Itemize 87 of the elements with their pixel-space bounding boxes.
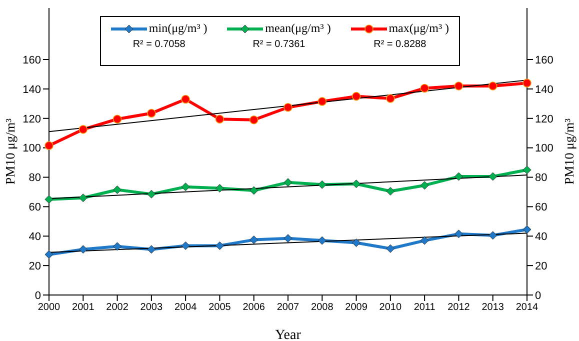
point — [78, 194, 88, 202]
annotation: R² = 0.7361 — [252, 39, 306, 50]
y2-tick-label: 100 — [535, 142, 554, 155]
point — [181, 241, 190, 250]
y2-axis-title: PM10 μg/m³ — [562, 118, 577, 185]
annotation: R² = 0.7058 — [132, 39, 186, 50]
x-tick-label: 2012 — [448, 302, 470, 314]
point — [522, 78, 532, 88]
point — [44, 195, 54, 204]
y2-tick-label: 140 — [535, 84, 554, 96]
point — [112, 114, 122, 124]
y-tick-label: 140 — [22, 84, 41, 96]
point — [284, 234, 292, 243]
x-tick-label: 2001 — [72, 302, 95, 314]
y-tick-label: 40 — [28, 231, 41, 244]
point — [147, 190, 156, 198]
x-tick-label: 2007 — [276, 302, 300, 314]
y2-tick-label: 0 — [535, 290, 542, 302]
y-tick-label: 80 — [28, 172, 41, 184]
x-tick-label: 2006 — [242, 302, 266, 314]
y-tick-label: 20 — [28, 260, 41, 272]
point — [420, 84, 429, 93]
point — [318, 236, 326, 245]
point — [147, 245, 156, 254]
x-axis-title: Year — [275, 328, 302, 341]
y-tick-label: 60 — [28, 202, 41, 214]
point — [352, 92, 361, 101]
point — [78, 245, 88, 254]
x-tick-label: 2010 — [379, 302, 402, 314]
x-tick-label: 2000 — [38, 302, 61, 314]
point — [318, 97, 327, 106]
y2-tick-label: 40 — [535, 231, 548, 244]
y2-tick-label: 160 — [535, 54, 554, 66]
point — [454, 82, 464, 90]
point — [488, 172, 498, 181]
point — [284, 102, 292, 112]
point — [44, 250, 54, 259]
point — [250, 236, 258, 244]
point — [522, 225, 532, 234]
point — [352, 180, 361, 188]
point — [284, 178, 292, 187]
point — [181, 182, 190, 192]
point — [488, 231, 498, 240]
point — [454, 230, 463, 238]
x-tick-label: 2002 — [106, 302, 129, 314]
point — [488, 82, 498, 90]
point — [352, 238, 361, 247]
y2-tick-label: 20 — [535, 260, 548, 272]
point — [215, 184, 224, 193]
x-tick-label: 2005 — [208, 302, 232, 314]
point — [181, 94, 190, 104]
point — [454, 172, 463, 181]
y-tick-label: 0 — [34, 290, 41, 302]
x-tick-label: 2009 — [345, 302, 368, 314]
x-tick-label: 2013 — [482, 302, 504, 314]
y-tick-label: 160 — [22, 54, 41, 66]
point — [522, 166, 532, 174]
point — [420, 236, 429, 245]
point — [318, 180, 326, 189]
point — [113, 242, 122, 251]
y-tick-label: 100 — [22, 142, 41, 155]
point — [250, 186, 258, 195]
point — [44, 141, 54, 150]
legend-label: mean(μg/m³ ) — [265, 21, 331, 36]
point — [386, 244, 395, 253]
x-tick-label: 2004 — [174, 302, 198, 314]
legend-label: max(μg/m³ ) — [388, 21, 450, 36]
x-tick-label: 2008 — [311, 302, 334, 314]
x-tick-label: 2014 — [516, 302, 539, 314]
point — [215, 241, 224, 250]
legend-label: min(μg/m³ ) — [148, 21, 208, 36]
y2-tick-label: 120 — [535, 113, 554, 126]
point — [147, 108, 156, 118]
x-tick-label: 2003 — [140, 302, 163, 314]
point — [78, 125, 88, 134]
point — [386, 186, 395, 196]
point — [420, 181, 429, 190]
y-tick-label: 120 — [22, 113, 41, 126]
point — [215, 114, 224, 124]
y2-tick-label: 60 — [535, 202, 548, 214]
point — [249, 115, 258, 124]
y2-tick-label: 80 — [535, 172, 548, 184]
annotation: R² = 0.8288 — [374, 39, 426, 50]
point — [113, 186, 122, 194]
y-axis-title: PM10 μg/m³ — [2, 118, 18, 185]
point — [386, 94, 395, 103]
x-tick-label: 2011 — [414, 302, 436, 314]
